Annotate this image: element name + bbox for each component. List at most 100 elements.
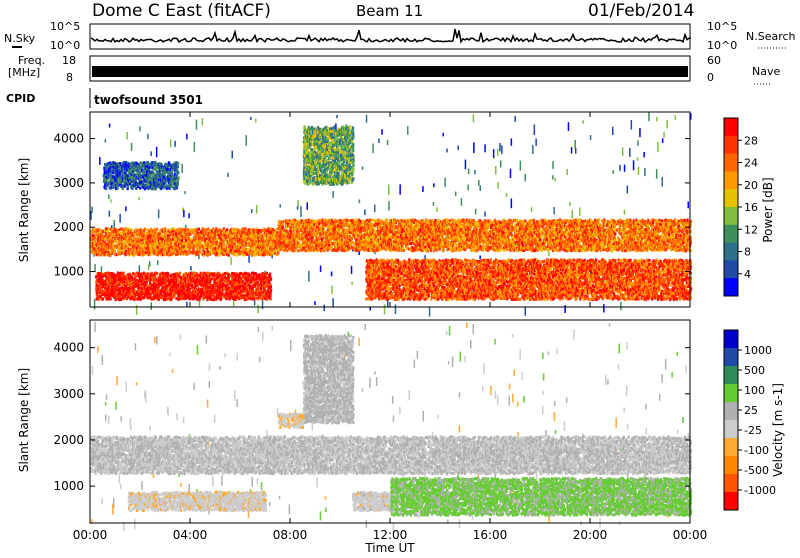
range-gate-cell [180,228,182,231]
range-gate-cell [126,132,128,139]
range-gate-cell [123,272,125,275]
range-gate-cell [110,297,112,300]
range-gate-cell [374,205,376,213]
nsearch-bottom-tick: 10^0 [707,39,737,52]
range-gate-cell [255,119,257,123]
range-gate-cell [156,228,158,231]
range-gate-cell [131,228,133,231]
range-gate-cell [148,264,150,270]
range-gate-cell [308,271,310,282]
range-gate-cell [688,202,690,209]
range-gate-cell [164,283,166,286]
range-gate-cell [197,231,199,234]
range-gate-cell [186,134,188,140]
range-gate-cell [433,202,435,206]
range-gate-cell [574,140,576,149]
range-gate-cell [198,287,200,290]
range-gate-cell [468,169,470,175]
range-gate-cell [185,247,187,250]
range-gate-cell [364,210,366,216]
range-gate-cell [643,152,645,158]
range-gate-cell [325,231,327,234]
range-gate-cell [324,305,326,311]
range-gate-cell [159,230,161,233]
range-gate-cell [501,145,503,154]
range-gate-cell [532,145,534,154]
range-gate-cell [231,272,233,275]
range-gate-cell [105,227,107,230]
range-gate-cell [478,180,480,186]
range-gate-cell [336,115,338,118]
range-gate-cell [473,114,475,122]
range-gate-cell [187,228,189,231]
range-gate-cell [412,225,414,228]
range-gate-cell [386,219,388,222]
range-gate-cell [506,193,508,197]
range-gate-cell [218,254,220,257]
range-gate-cell [251,209,253,213]
range-gate-cell [461,198,463,206]
range-gate-cell [115,229,117,232]
nsky-top-tick: 10^5 [50,20,80,33]
range-gate-cell [603,304,605,312]
range-gate-cell [208,229,210,232]
range-gate-cell [280,204,282,207]
range-gate-cell [125,206,127,211]
range-gate-cell [189,233,191,236]
range-gate-cell [184,232,186,235]
range-gate-cell [224,252,226,255]
range-gate-cell [455,192,457,197]
range-gate-cell [227,173,229,177]
range-gate-cell [377,233,379,236]
range-gate-cell [175,297,177,300]
range-gate-cell [194,284,196,287]
range-gate-cell [134,273,136,276]
freq-label-bottom: [MHz] [8,66,40,79]
range-gate-cell [208,246,210,249]
range-gate-cell [410,242,412,245]
range-gate-cell [198,228,200,231]
range-gate-cell [663,132,665,138]
range-gate-cell [252,287,254,290]
range-gate-cell [114,251,116,254]
range-gate-cell [115,298,117,301]
range-gate-cell [572,210,574,218]
range-gate-cell [384,304,386,314]
range-gate-cell [612,127,614,135]
range-gate-cell [341,238,343,241]
range-gate-cell [110,199,112,202]
range-gate-cell [675,115,677,120]
range-gate-cell [222,292,224,295]
range-gate-cell [631,120,633,130]
range-gate-cell [181,164,183,173]
range-gate-cell [493,149,495,158]
range-gate-cell [370,236,372,239]
range-gate-cell [495,166,497,175]
range-gate-cell [399,184,401,194]
range-gate-cell [330,239,332,242]
range-gate-cell [318,222,320,225]
range-gate-cell [446,149,448,153]
range-gate-cell [264,285,266,288]
cpid-value: twofsound 3501 [94,93,203,107]
range-gate-cell [186,302,188,307]
range-gate-cell [479,256,481,260]
range-gate-cell [407,126,409,135]
range-gate-cell [362,166,364,169]
range-gate-cell [170,139,172,147]
range-gate-cell [146,281,148,284]
range-gate-cell [458,146,460,151]
freq-top-tick: 18 [62,54,76,67]
nave-label: Nave [752,65,780,78]
range-gate-cell [140,242,142,245]
range-gate-cell [190,266,192,271]
range-gate-cell [151,302,153,310]
range-gate-cell [388,201,390,210]
range-gate-cell [376,219,378,222]
range-gate-cell [134,276,136,279]
range-gate-cell [290,230,292,233]
range-gate-cell [99,157,101,165]
range-gate-cell [474,170,476,174]
range-gate-cell [114,223,116,226]
